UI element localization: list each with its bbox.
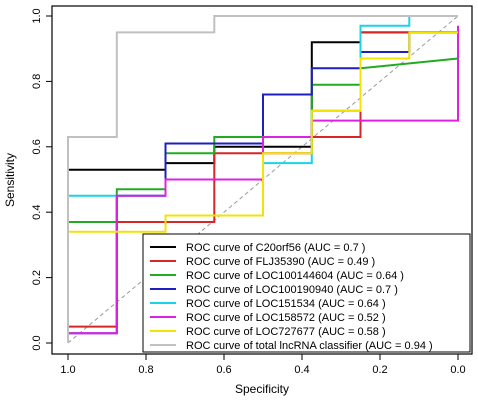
legend-box [142,233,471,353]
legend: ROC curve of C20orf56 (AUC = 0.7 ) ROC cu… [142,233,471,353]
x-tick-label: 0.6 [216,364,231,376]
legend-label: ROC curve of LOC158572 (AUC = 0.52 ) [186,312,386,324]
x-tick-label: 0.8 [138,364,153,376]
y-tick-label: 1.0 [31,8,43,23]
roc-curves-layer [67,15,459,343]
legend-label: ROC curve of LOC100144604 (AUC = 0.64 ) [186,270,404,282]
x-axis-label: Specificity [235,382,289,396]
y-axis-label: Sensitivity [3,153,17,207]
x-tick-label: 1.0 [60,364,75,376]
x-axis: 1.0 0.8 0.6 0.4 0.2 0.0 [60,354,466,376]
y-tick-label: 0.6 [31,139,43,154]
y-tick-label: 0.4 [31,205,43,220]
x-tick-label: 0.0 [450,364,465,376]
roc-curve-series-8 [67,15,458,343]
y-tick-label: 0.2 [31,270,43,285]
y-tick-label: 0.0 [31,335,43,350]
x-tick-label: 0.4 [294,364,309,376]
x-tick-label: 0.2 [372,364,387,376]
legend-label: ROC curve of LOC100190940 (AUC = 0.7 ) [186,284,398,296]
legend-label: ROC curve of total lncRNA classifier (AU… [186,340,433,352]
legend-label: ROC curve of C20orf56 (AUC = 0.7 ) [186,242,365,254]
legend-label: ROC curve of LOC727677 (AUC = 0.58 ) [186,326,386,338]
y-axis: 0.0 0.2 0.4 0.6 0.8 1.0 [31,8,52,351]
roc-curve-series-7 [68,31,458,233]
legend-label: ROC curve of LOC151534 (AUC = 0.64 ) [186,298,386,310]
legend-label: ROC curve of FLJ35390 (AUC = 0.49 ) [186,256,375,268]
y-tick-label: 0.8 [31,74,43,89]
